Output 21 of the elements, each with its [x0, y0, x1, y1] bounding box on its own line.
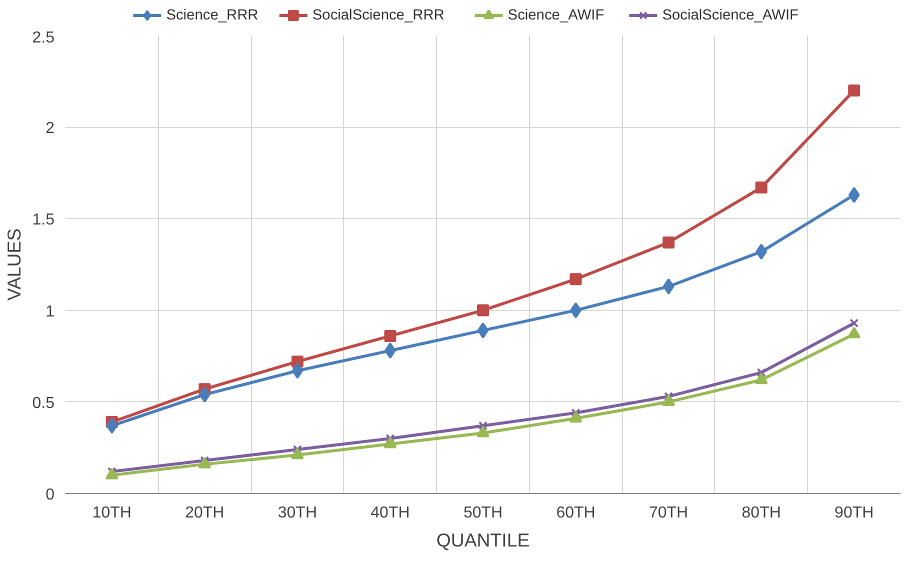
- x-tick-label: 80TH: [742, 504, 781, 522]
- x-tick-label: 60TH: [556, 504, 596, 522]
- y-axis-title: VALUES: [3, 228, 24, 301]
- y-tick-label: 0: [46, 486, 55, 504]
- legend-label: Science_AWIF: [508, 8, 604, 24]
- legend-label: SocialScience_AWIF: [662, 8, 799, 24]
- x-tick-label: 40TH: [370, 504, 410, 522]
- x-tick-label: 50TH: [463, 504, 503, 522]
- y-tick-label: 1.5: [32, 212, 55, 229]
- x-axis-title: QUANTILE: [436, 530, 530, 550]
- x-tick-label: 10TH: [92, 504, 132, 522]
- legend-label: Science_RRR: [166, 8, 258, 24]
- y-tick-label: 2: [46, 120, 55, 138]
- x-tick-label: 30TH: [278, 504, 318, 522]
- y-tick-label: 0.5: [32, 394, 55, 412]
- x-tick-label: 70TH: [648, 504, 688, 522]
- legend-label: SocialScience_RRR: [312, 8, 444, 24]
- y-tick-label: 2.5: [32, 30, 55, 46]
- x-tick-label: 90TH: [834, 504, 874, 522]
- y-tick-label: 1: [46, 303, 55, 320]
- x-tick-label: 20TH: [185, 504, 224, 522]
